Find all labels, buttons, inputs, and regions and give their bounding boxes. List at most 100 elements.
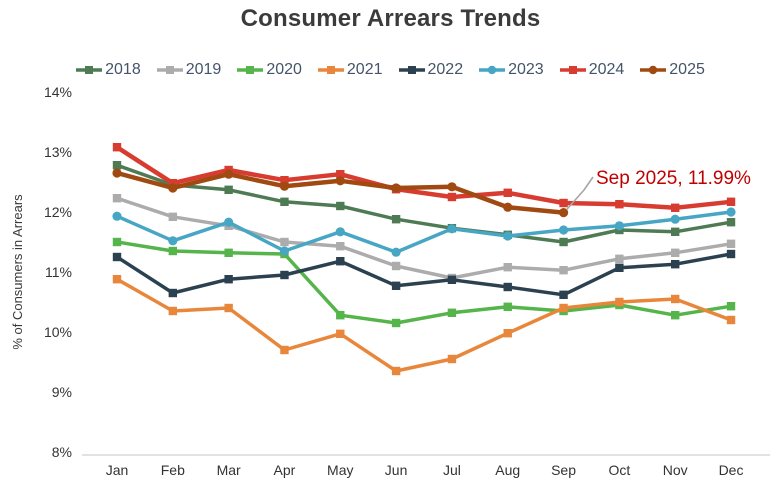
series-marker-2021 [168, 306, 178, 316]
legend-marker-2021 [317, 66, 344, 74]
series-marker-2025 [558, 208, 569, 218]
x-tick-label: Dec [719, 462, 744, 478]
series-marker-2019 [615, 254, 624, 263]
series-marker-2023 [279, 246, 290, 256]
legend-label: 2022 [427, 61, 464, 78]
y-tick-label: 13% [44, 144, 72, 160]
y-tick-label: 14% [44, 84, 72, 100]
x-tick-label: May [327, 462, 353, 478]
y-tick-label: 9% [52, 384, 72, 400]
series-marker-2019 [336, 242, 345, 251]
series-line-2020 [115, 240, 733, 325]
legend-label: 2019 [185, 61, 222, 78]
series-marker-2019 [112, 194, 122, 203]
chart-legend: 2018 2019 2020 2021 2022 2023 2024 2025 [0, 61, 781, 79]
legend-label: 2021 [346, 61, 383, 78]
y-tick-label: 10% [44, 324, 72, 340]
legend-item-2024: 2024 [559, 61, 624, 79]
series-marker-2020 [671, 311, 680, 320]
series-line-2018 [115, 163, 733, 244]
series-marker-2022 [112, 252, 122, 262]
series-marker-2022 [280, 270, 289, 280]
series-marker-2020 [726, 302, 736, 311]
series-line-2024 [114, 144, 734, 211]
series-line-2023 [115, 210, 733, 254]
series-marker-2021 [615, 297, 624, 307]
legend-label: 2020 [266, 61, 302, 78]
series-marker-2023 [391, 247, 401, 257]
series-marker-2023 [168, 236, 178, 246]
series-marker-2021 [726, 315, 736, 325]
series-marker-2023 [447, 224, 457, 234]
series-marker-2018 [559, 237, 568, 247]
legend-item-2021: 2021 [317, 61, 383, 79]
series-marker-2024 [447, 192, 457, 202]
series-marker-2024 [503, 188, 512, 197]
series-marker-2021 [391, 366, 401, 376]
series-marker-2022 [224, 275, 233, 284]
legend-item-2025: 2025 [640, 61, 705, 79]
series-marker-2023 [503, 231, 513, 241]
series-marker-2022 [726, 249, 736, 259]
series-marker-2025 [168, 183, 178, 193]
series-marker-2023 [335, 227, 345, 237]
series-marker-2024 [168, 179, 178, 188]
series-marker-2019 [280, 237, 289, 247]
legend-label: 2023 [508, 61, 544, 78]
series-marker-2021 [671, 294, 680, 304]
legend-item-2022: 2022 [398, 61, 464, 79]
series-marker-2019 [726, 239, 736, 248]
series-marker-2025 [335, 176, 345, 186]
series-marker-2025 [279, 181, 290, 191]
series-marker-2024 [112, 143, 122, 152]
x-tick-label: Oct [608, 462, 630, 478]
series-marker-2022 [503, 282, 512, 292]
series-marker-2019 [168, 212, 178, 221]
series-marker-2021 [447, 354, 457, 364]
series-marker-2018 [280, 197, 289, 206]
series-marker-2022 [391, 281, 401, 290]
series-marker-2021 [224, 303, 233, 313]
series-marker-2023 [558, 225, 569, 235]
series-marker-2022 [168, 288, 178, 298]
series-marker-2021 [559, 303, 568, 313]
series-marker-2021 [503, 329, 512, 338]
series-marker-2021 [336, 329, 345, 338]
y-tick-label: 8% [52, 444, 72, 460]
series-marker-2018 [336, 201, 345, 211]
legend-marker-2022 [398, 66, 425, 74]
series-marker-2025 [224, 169, 234, 179]
series-marker-2020 [447, 308, 457, 317]
series-marker-2024 [280, 176, 289, 185]
legend-marker-2020 [237, 66, 264, 74]
y-tick-label: 11% [45, 264, 72, 280]
series-marker-2018 [726, 218, 736, 227]
legend-item-2023: 2023 [479, 61, 544, 79]
series-marker-2022 [671, 260, 680, 269]
series-marker-2024 [671, 203, 680, 212]
series-marker-2022 [447, 275, 457, 284]
series-marker-2020 [112, 237, 122, 247]
series-marker-2024 [559, 198, 568, 208]
series-marker-2022 [615, 263, 624, 272]
series-marker-2025 [112, 168, 122, 178]
legend-item-2020: 2020 [237, 61, 302, 79]
legend-marker-2019 [156, 66, 183, 74]
series-marker-2019 [503, 263, 512, 272]
x-tick-label: Nov [663, 462, 688, 478]
legend-marker-2018 [76, 66, 103, 74]
series-line-2022 [115, 252, 733, 297]
legend-item-2018: 2018 [76, 61, 141, 79]
x-tick-label: Jul [443, 462, 461, 478]
series-marker-2018 [391, 215, 401, 224]
x-tick-label: Jun [385, 462, 408, 478]
series-marker-2022 [559, 290, 568, 299]
legend-label: 2018 [105, 61, 141, 78]
series-marker-2023 [670, 214, 680, 224]
x-tick-label: Sep [551, 462, 576, 478]
annotation-label: Sep 2025, 11.99% [596, 168, 751, 189]
series-marker-2023 [614, 221, 624, 231]
x-tick-label: Feb [161, 462, 185, 478]
